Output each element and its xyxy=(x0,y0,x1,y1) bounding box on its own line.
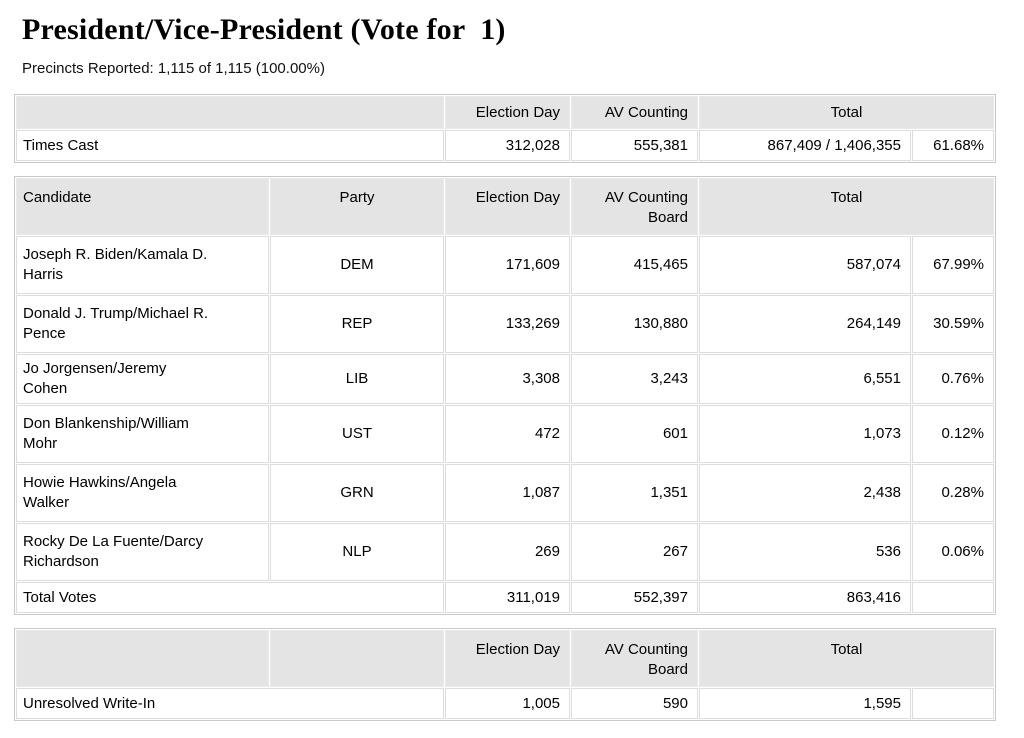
candidate-party: NLP xyxy=(270,523,444,581)
candidate-percent: 67.99% xyxy=(912,236,994,294)
write-in-total: 1,595 xyxy=(699,688,911,719)
total-votes-election-day: 311,019 xyxy=(445,582,570,613)
candidate-party: LIB xyxy=(270,354,444,404)
candidate-av-counting-board: 601 xyxy=(571,405,698,463)
candidate-av-counting-board: 267 xyxy=(571,523,698,581)
results-header-av-counting-board: AV Counting Board xyxy=(571,178,698,235)
candidate-total: 6,551 xyxy=(699,354,911,404)
candidate-results-table: Candidate Party Election Day AV Counting… xyxy=(14,176,996,615)
results-header-party: Party xyxy=(270,178,444,235)
candidate-total: 1,073 xyxy=(699,405,911,463)
candidate-name: Joseph R. Biden/Kamala D. Harris xyxy=(16,236,269,294)
times-cast-total: 867,409 / 1,406,355 xyxy=(699,130,911,161)
candidate-name: Howie Hawkins/Angela Walker xyxy=(16,464,269,522)
times-cast-header-total: Total xyxy=(699,96,994,129)
times-cast-av-counting: 555,381 xyxy=(571,130,698,161)
write-in-header-av-counting-board: AV Counting Board xyxy=(571,630,698,687)
total-votes-label: Total Votes xyxy=(16,582,444,613)
candidate-election-day: 3,308 xyxy=(445,354,570,404)
candidate-total: 264,149 xyxy=(699,295,911,353)
candidate-name: Rocky De La Fuente/Darcy Richardson xyxy=(16,523,269,581)
candidate-row-blankenship: Don Blankenship/William Mohr UST 472 601… xyxy=(16,405,994,463)
candidate-party: DEM xyxy=(270,236,444,294)
candidate-party: REP xyxy=(270,295,444,353)
results-header-election-day: Election Day xyxy=(445,178,570,235)
write-in-table: Election Day AV Counting Board Total Unr… xyxy=(14,628,996,721)
candidate-row-trump: Donald J. Trump/Michael R. Pence REP 133… xyxy=(16,295,994,353)
times-cast-header-election-day: Election Day xyxy=(445,96,570,129)
total-votes-total: 863,416 xyxy=(699,582,911,613)
candidate-av-counting-board: 1,351 xyxy=(571,464,698,522)
write-in-header-empty-2 xyxy=(270,630,444,687)
write-in-percent xyxy=(912,688,994,719)
candidate-percent: 0.76% xyxy=(912,354,994,404)
candidate-row-jorgensen: Jo Jorgensen/Jeremy Cohen LIB 3,308 3,24… xyxy=(16,354,994,404)
candidate-name: Don Blankenship/William Mohr xyxy=(16,405,269,463)
candidate-name: Jo Jorgensen/Jeremy Cohen xyxy=(16,354,269,404)
times-cast-table: Election Day AV Counting Total Times Cas… xyxy=(14,94,996,163)
times-cast-header-empty xyxy=(16,96,444,129)
total-votes-row: Total Votes 311,019 552,397 863,416 xyxy=(16,582,994,613)
write-in-av-counting-board: 590 xyxy=(571,688,698,719)
times-cast-percent: 61.68% xyxy=(912,130,994,161)
times-cast-election-day: 312,028 xyxy=(445,130,570,161)
precincts-reported: Precincts Reported: 1,115 of 1,115 (100.… xyxy=(22,60,325,77)
candidate-total: 587,074 xyxy=(699,236,911,294)
candidate-percent: 0.12% xyxy=(912,405,994,463)
candidate-percent: 0.06% xyxy=(912,523,994,581)
times-cast-header-av-counting: AV Counting xyxy=(571,96,698,129)
page-title: President/Vice-President (Vote for 1) xyxy=(22,13,506,46)
candidate-percent: 0.28% xyxy=(912,464,994,522)
candidate-election-day: 472 xyxy=(445,405,570,463)
candidate-av-counting-board: 3,243 xyxy=(571,354,698,404)
write-in-header-empty-1 xyxy=(16,630,269,687)
candidate-row-biden: Joseph R. Biden/Kamala D. Harris DEM 171… xyxy=(16,236,994,294)
candidate-election-day: 269 xyxy=(445,523,570,581)
candidate-percent: 30.59% xyxy=(912,295,994,353)
candidate-row-fuente: Rocky De La Fuente/Darcy Richardson NLP … xyxy=(16,523,994,581)
write-in-header-election-day: Election Day xyxy=(445,630,570,687)
report-page: President/Vice-President (Vote for 1) Pr… xyxy=(14,13,996,721)
candidate-name: Donald J. Trump/Michael R. Pence xyxy=(16,295,269,353)
write-in-row: Unresolved Write-In 1,005 590 1,595 xyxy=(16,688,994,719)
total-votes-av-counting-board: 552,397 xyxy=(571,582,698,613)
candidate-av-counting-board: 130,880 xyxy=(571,295,698,353)
write-in-label: Unresolved Write-In xyxy=(16,688,444,719)
results-header-row: Candidate Party Election Day AV Counting… xyxy=(16,178,994,235)
write-in-header-row: Election Day AV Counting Board Total xyxy=(16,630,994,687)
times-cast-label: Times Cast xyxy=(16,130,444,161)
times-cast-row: Times Cast 312,028 555,381 867,409 / 1,4… xyxy=(16,130,994,161)
candidate-election-day: 1,087 xyxy=(445,464,570,522)
times-cast-header-row: Election Day AV Counting Total xyxy=(16,96,994,129)
candidate-total: 2,438 xyxy=(699,464,911,522)
write-in-election-day: 1,005 xyxy=(445,688,570,719)
candidate-party: GRN xyxy=(270,464,444,522)
total-votes-percent xyxy=(912,582,994,613)
candidate-total: 536 xyxy=(699,523,911,581)
candidate-av-counting-board: 415,465 xyxy=(571,236,698,294)
results-header-candidate: Candidate xyxy=(16,178,269,235)
write-in-header-total: Total xyxy=(699,630,994,687)
results-header-total: Total xyxy=(699,178,994,235)
candidate-election-day: 171,609 xyxy=(445,236,570,294)
candidate-party: UST xyxy=(270,405,444,463)
candidate-row-hawkins: Howie Hawkins/Angela Walker GRN 1,087 1,… xyxy=(16,464,994,522)
candidate-election-day: 133,269 xyxy=(445,295,570,353)
